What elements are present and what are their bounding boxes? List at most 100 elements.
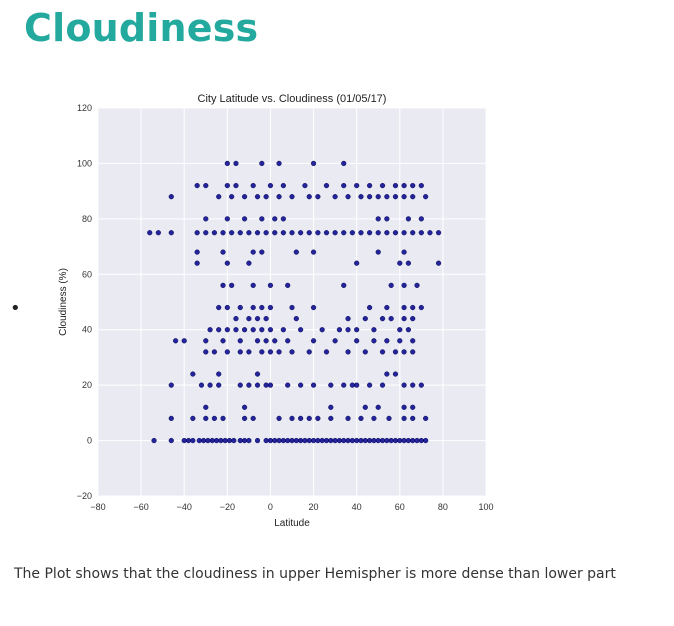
data-point [263,194,269,200]
data-point [367,182,373,189]
data-point [358,437,364,444]
data-point [410,437,416,444]
data-point [298,382,304,388]
data-point [310,304,317,311]
data-point [229,194,235,200]
data-point [194,249,200,255]
data-point [410,230,416,236]
data-point [267,304,274,311]
data-point [367,194,373,200]
data-point [345,327,351,333]
data-point [341,182,347,189]
data-point [375,194,381,200]
data-point [293,437,299,444]
data-point [418,304,424,311]
data-point [414,282,420,288]
x-tick-label: 100 [478,502,493,512]
data-point [354,338,360,344]
data-point [410,304,416,311]
data-point [203,216,209,222]
data-point [250,304,256,311]
data-point [401,249,407,255]
data-point [263,437,269,444]
data-point [216,382,222,388]
data-point [310,338,317,344]
data-point [310,382,317,388]
y-tick-label: 120 [77,103,92,113]
data-point [293,316,299,322]
data-point [168,415,174,422]
data-point [401,316,407,322]
data-point [392,230,399,236]
data-point [216,327,222,333]
data-point [280,437,286,444]
data-point [194,260,200,266]
data-point [155,230,161,236]
data-point [302,437,308,444]
data-point [367,437,373,444]
data-point [205,437,211,444]
data-point [401,382,407,388]
data-point [250,249,256,255]
data-point [306,349,312,355]
data-point [289,437,295,444]
data-point [224,260,230,266]
data-point [172,338,179,344]
data-point [220,282,226,288]
data-point [386,415,392,422]
data-point [216,304,222,311]
data-point [254,382,261,388]
data-point [405,260,412,266]
data-point [371,437,377,444]
data-point [181,437,187,444]
data-point [379,316,386,322]
data-point [435,260,442,266]
data-point [302,182,308,189]
data-point [233,316,239,322]
data-point [388,437,394,444]
data-point [220,415,226,422]
data-point [263,338,269,344]
data-point [259,327,265,333]
data-point [233,160,239,167]
data-point [267,282,274,288]
data-point [203,415,209,422]
data-point [345,194,351,200]
data-point [328,415,334,422]
data-point [401,437,407,444]
data-point [216,194,222,200]
data-point [371,327,377,333]
data-point [319,437,325,444]
y-tick-labels: −20 0 20 40 60 80 100 120 [77,103,92,501]
data-point [211,349,218,355]
data-point [384,371,390,377]
data-point [218,437,224,444]
data-point [198,382,205,388]
data-point [362,316,368,322]
plot-area [98,108,486,496]
data-point [435,230,442,236]
x-tick-label: 0 [268,502,273,512]
data-point [298,327,304,333]
chart-title: City Latitude vs. Cloudiness (01/05/17) [198,93,387,105]
data-point [246,316,252,322]
data-point [229,282,235,288]
data-point [410,194,416,200]
data-point [224,182,230,189]
data-point [272,230,278,236]
data-point [231,437,237,444]
data-point [201,437,207,444]
data-point [250,182,256,189]
data-point [246,437,252,444]
x-tick-label: 40 [352,502,362,512]
data-point [332,437,338,444]
data-point [306,437,312,444]
data-point [392,182,399,189]
data-point [209,437,215,444]
x-tick-label: −20 [220,502,235,512]
data-point [216,371,222,377]
data-point [375,230,381,236]
data-point [203,349,209,355]
data-point [151,437,157,444]
data-point [358,415,364,422]
